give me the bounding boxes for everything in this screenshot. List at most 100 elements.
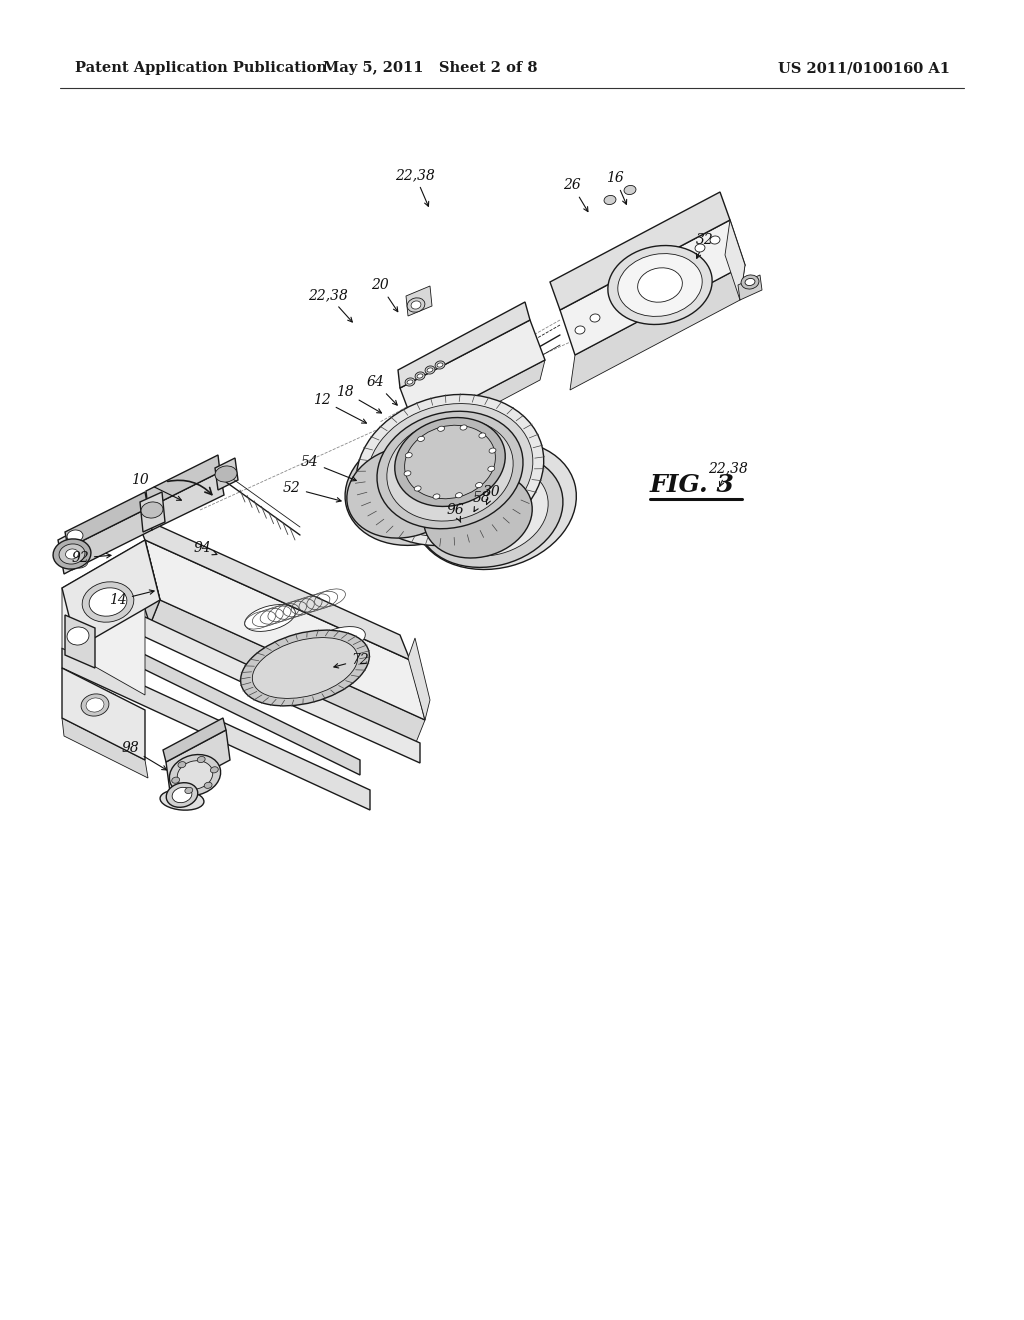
Polygon shape [148,473,224,531]
Polygon shape [148,492,152,531]
Polygon shape [62,540,145,696]
Polygon shape [65,492,148,548]
Polygon shape [412,360,545,447]
Ellipse shape [406,453,413,458]
Ellipse shape [82,582,134,622]
Text: 12: 12 [313,393,367,424]
Ellipse shape [590,314,600,322]
Ellipse shape [345,430,490,545]
Polygon shape [406,286,432,315]
Polygon shape [130,610,280,700]
Ellipse shape [437,363,443,367]
Ellipse shape [394,417,505,507]
Ellipse shape [489,447,496,453]
Ellipse shape [414,441,577,569]
Text: 52: 52 [283,480,341,502]
Polygon shape [146,455,220,508]
Polygon shape [570,265,745,389]
Ellipse shape [252,638,357,698]
Text: 94: 94 [194,541,217,554]
Ellipse shape [172,777,179,783]
Text: 30: 30 [483,484,501,504]
Polygon shape [738,275,762,300]
Text: 58: 58 [473,491,490,512]
Ellipse shape [347,446,463,539]
Ellipse shape [141,502,163,517]
Ellipse shape [479,433,485,438]
Ellipse shape [356,395,544,545]
Ellipse shape [695,244,705,252]
Ellipse shape [408,298,425,312]
Ellipse shape [624,185,636,194]
Polygon shape [68,508,152,570]
Polygon shape [115,640,360,775]
Polygon shape [135,515,410,660]
Ellipse shape [387,418,513,521]
Ellipse shape [66,549,79,560]
Ellipse shape [638,268,682,302]
Polygon shape [215,458,238,490]
Ellipse shape [418,437,425,441]
Ellipse shape [67,627,89,645]
Ellipse shape [59,544,85,564]
Polygon shape [150,601,425,744]
Polygon shape [560,220,745,355]
Ellipse shape [487,466,495,471]
Ellipse shape [67,529,83,543]
Ellipse shape [417,374,423,378]
Text: 22,38: 22,38 [395,168,435,206]
Ellipse shape [314,627,366,653]
Polygon shape [140,492,165,532]
Text: 10: 10 [131,473,181,500]
Polygon shape [400,319,545,428]
Ellipse shape [424,473,532,558]
Ellipse shape [432,463,548,556]
Ellipse shape [160,789,204,810]
Ellipse shape [368,404,532,536]
Polygon shape [398,302,530,388]
Ellipse shape [81,694,109,717]
Ellipse shape [427,368,433,372]
Polygon shape [62,648,370,810]
Ellipse shape [604,195,616,205]
Ellipse shape [198,756,205,763]
Ellipse shape [408,380,413,384]
Ellipse shape [89,587,127,616]
Ellipse shape [406,378,415,385]
Text: 18: 18 [336,385,382,413]
Text: Patent Application Publication: Patent Application Publication [75,61,327,75]
Ellipse shape [359,442,476,535]
Text: 14: 14 [110,590,154,607]
Ellipse shape [433,494,440,499]
Text: 54: 54 [301,455,356,480]
Text: 64: 64 [367,375,397,405]
Polygon shape [166,730,230,792]
Ellipse shape [377,412,523,529]
Polygon shape [58,521,98,574]
Polygon shape [145,540,425,719]
Text: 22,38: 22,38 [708,461,748,486]
Polygon shape [132,540,160,624]
Polygon shape [62,668,145,760]
Ellipse shape [172,787,191,803]
Polygon shape [408,638,430,719]
Ellipse shape [575,326,585,334]
Ellipse shape [710,236,720,244]
Text: May 5, 2011   Sheet 2 of 8: May 5, 2011 Sheet 2 of 8 [323,61,538,75]
Text: US 2011/0100160 A1: US 2011/0100160 A1 [778,61,950,75]
Ellipse shape [53,539,91,569]
Ellipse shape [72,556,88,568]
Polygon shape [62,540,160,648]
Ellipse shape [210,767,218,774]
Text: 98: 98 [121,741,167,770]
Ellipse shape [177,760,213,789]
Ellipse shape [185,788,193,793]
Ellipse shape [414,486,421,491]
Text: 96: 96 [446,503,464,523]
Ellipse shape [169,755,220,796]
Polygon shape [163,718,226,762]
Polygon shape [725,220,745,300]
Text: 72: 72 [334,653,369,668]
Ellipse shape [617,253,702,317]
Polygon shape [62,718,148,777]
